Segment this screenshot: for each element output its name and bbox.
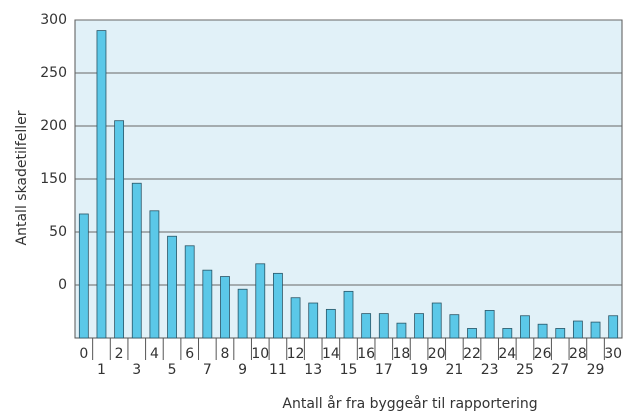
x-tick-label: 13 [304,362,322,378]
x-tick-label: 1 [97,362,106,378]
x-tick-label: 3 [132,362,141,378]
bar [96,30,107,339]
x-tick-label: 26 [534,346,552,362]
bar [502,328,513,339]
x-tick-label: 5 [168,362,177,378]
bar [325,308,336,339]
bar [414,313,424,339]
bar [378,313,389,339]
bar [131,182,142,339]
x-tick-label: 0 [79,346,88,362]
bar [572,320,583,339]
x-axis-label: Antall år fra byggeår til rapportering [282,395,537,412]
x-tick-label: 19 [410,362,428,378]
y-tick-label: 300 [40,12,67,28]
bar [449,314,460,339]
x-tick-label: 24 [498,346,516,362]
bar [467,328,477,339]
x-tick-label: 29 [587,362,605,378]
bar [431,302,442,339]
bar [361,313,372,339]
bar [590,321,601,339]
x-tick-label: 12 [287,346,305,362]
x-tick-label: 17 [375,362,393,378]
x-tick-label: 11 [269,362,287,378]
x-tick-label: 20 [428,346,446,362]
bar [273,272,283,339]
x-tick-label: 15 [340,362,358,378]
y-tick-label: 250 [40,65,67,81]
y-tick-label: 200 [40,118,67,134]
x-tick-label: 10 [251,346,269,362]
x-tick-label: 27 [551,362,569,378]
bar [78,213,89,339]
bar [396,322,407,339]
y-tick-label: 150 [40,171,67,187]
bar [520,315,530,339]
y-tick-label: 50 [49,224,67,240]
bar [537,323,548,339]
x-tick-label: 25 [516,362,534,378]
bar [555,328,566,339]
bar [290,297,301,339]
bar [308,302,319,339]
x-tick-label: 18 [393,346,411,362]
x-tick-label: 16 [357,346,375,362]
bar [484,310,495,339]
y-axis-label: Antall skadetilfeller [14,110,30,245]
x-tick-label: 23 [481,362,499,378]
bar [343,290,354,339]
bar [608,315,619,339]
x-tick-label: 22 [463,346,481,362]
x-tick-label: 21 [445,362,463,378]
bar [202,269,213,339]
bar [114,120,125,339]
x-tick-label: 7 [203,362,212,378]
bar [220,276,230,339]
x-tick-label: 8 [221,346,230,362]
y-tick-label: 0 [58,277,67,293]
x-tick-label: 14 [322,346,340,362]
bar [237,288,248,339]
x-tick-label: 9 [238,362,247,378]
bar [167,235,177,339]
bar [255,263,266,339]
bar [184,245,195,339]
x-tick-label: 4 [150,346,159,362]
x-tick-label: 6 [185,346,194,362]
x-tick-label: 28 [569,346,587,362]
bar [149,210,160,339]
x-tick-label: 30 [604,346,622,362]
x-tick-label: 2 [115,346,124,362]
